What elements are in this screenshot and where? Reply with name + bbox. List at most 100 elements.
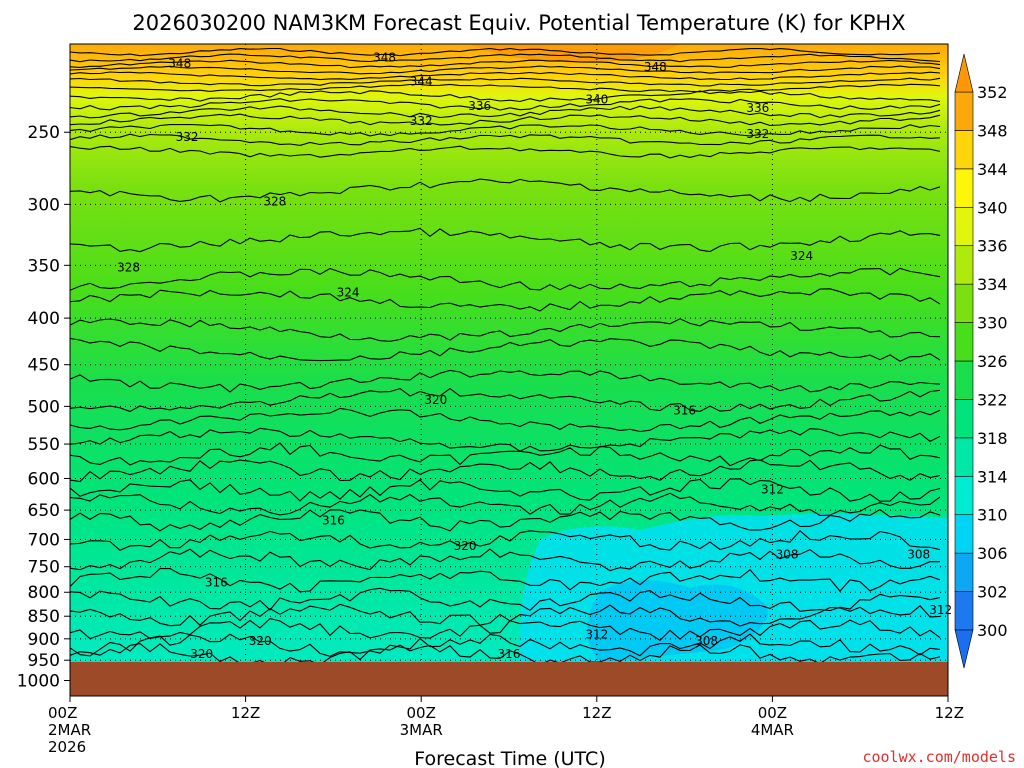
contour-label: 328: [117, 261, 140, 275]
x-tick-label: 00Z: [407, 704, 436, 722]
contour-label: 320: [190, 647, 213, 661]
contour-label: 308: [695, 634, 718, 648]
y-tick-label: 350: [28, 256, 60, 276]
y-axis: 250 300 350 400 450 500 550 600 650 700 750 800 850 9…: [17, 123, 70, 691]
colorbar-swatch: [954, 322, 974, 362]
contour-label: 332: [746, 127, 769, 141]
colorbar-label: 302: [977, 583, 1008, 602]
contour-line: [70, 407, 941, 433]
colorbar-swatch: [954, 283, 974, 323]
contour-line: [70, 587, 941, 612]
y-tick-label: 650: [28, 501, 60, 521]
contour-line: [70, 459, 941, 483]
colorbar-swatch: [954, 168, 974, 208]
y-tick-label: 750: [28, 558, 60, 578]
x-tick-label: 12Z: [935, 704, 964, 722]
contour-line: [70, 77, 941, 87]
colorbar-label: 310: [977, 506, 1008, 525]
ground-terrain: [70, 662, 948, 696]
colorbar-label: 334: [977, 275, 1008, 294]
contour-line: [70, 98, 941, 111]
contour-label: 316: [498, 647, 521, 661]
y-tick-label: 250: [28, 123, 60, 143]
y-tick-label: 300: [28, 195, 60, 215]
contour-label: 336: [468, 99, 491, 113]
plot-area: [70, 44, 948, 696]
contour-line: [70, 83, 941, 93]
contour-label: 320: [424, 393, 447, 407]
contour-line: [70, 369, 941, 393]
contour-label: 348: [373, 51, 396, 65]
contour-line: [70, 227, 941, 253]
y-tick-label: 400: [28, 309, 60, 329]
contour-label: 320: [249, 634, 272, 648]
contour-line: [70, 548, 941, 572]
contour-line: [70, 492, 941, 516]
y-tick-label: 550: [28, 435, 60, 455]
colorbar-label: 340: [977, 198, 1008, 217]
contour-label: 332: [410, 114, 433, 128]
colorbar-swatch: [954, 245, 974, 285]
contour-line: [70, 567, 941, 593]
top-warm-band: [470, 44, 680, 63]
contour-label: 344: [410, 75, 433, 89]
contour-label: 336: [746, 101, 769, 115]
colorbar-label: 352: [977, 83, 1008, 102]
colorbar-label: 348: [977, 121, 1008, 140]
colorbar-swatch: [954, 360, 974, 400]
plot-frame: [69, 43, 949, 697]
chart-title: 2026030200 NAM3KM Forecast Equiv. Potent…: [132, 11, 905, 35]
contour-label: 308: [776, 547, 799, 561]
colorbar: 300 302 306 310 314 318 322 326 330 334 336 340 344 3…: [954, 53, 1008, 669]
colorbar-label: 336: [977, 237, 1008, 256]
y-tick-label: 800: [28, 583, 60, 603]
colorbar-label: 314: [977, 467, 1008, 486]
colorbar-swatch: [954, 475, 974, 516]
contour-line: [70, 617, 941, 641]
contour-line: [70, 442, 941, 467]
colorbar-swatch: [954, 91, 974, 131]
colorbar-label: 306: [977, 544, 1008, 563]
contour-line: [70, 337, 941, 362]
colorbar-label: 300: [977, 621, 1008, 640]
y-tick-label: 950: [28, 651, 60, 671]
contour-label: 312: [585, 627, 608, 641]
x-tick-label: 4MAR: [751, 721, 794, 739]
contour-label: 324: [337, 286, 360, 300]
contour-line: [70, 643, 941, 667]
contour-label: 324: [790, 249, 813, 263]
contour-line: [70, 145, 941, 159]
colorbar-label: 318: [977, 429, 1008, 448]
contour-line: [70, 633, 941, 657]
contour-label: 316: [322, 513, 345, 527]
contour-label: 348: [168, 56, 191, 70]
y-tick-label: 1000: [17, 671, 60, 691]
y-tick-label: 450: [28, 356, 60, 376]
contour-label: 316: [205, 576, 228, 590]
contour-label: 332: [176, 130, 199, 144]
colorbar-label: 344: [977, 160, 1008, 179]
contour-line: [70, 178, 941, 203]
colorbar-label: 330: [977, 314, 1008, 333]
x-tick-label: 00Z: [48, 704, 77, 722]
contour-line: [70, 478, 941, 502]
contour-lines: [70, 47, 941, 667]
colorbar-swatch: [954, 552, 974, 592]
colorbar-extend-max: [954, 53, 974, 93]
contour-line: [70, 530, 941, 551]
y-tick-label: 500: [28, 397, 60, 417]
contour-line: [70, 105, 941, 119]
colorbar-swatch: [954, 514, 974, 554]
colorbar-swatch: [954, 206, 974, 247]
y-tick-label: 850: [28, 607, 60, 627]
colorbar-swatch: [954, 591, 974, 631]
colorbar-swatch: [954, 437, 974, 477]
contour-line: [70, 90, 941, 103]
x-tick-label: 3MAR: [400, 721, 443, 739]
contour-line: [70, 65, 941, 75]
contour-line: [70, 508, 941, 532]
contour-line: [70, 288, 941, 312]
y-tick-label: 600: [28, 469, 60, 489]
